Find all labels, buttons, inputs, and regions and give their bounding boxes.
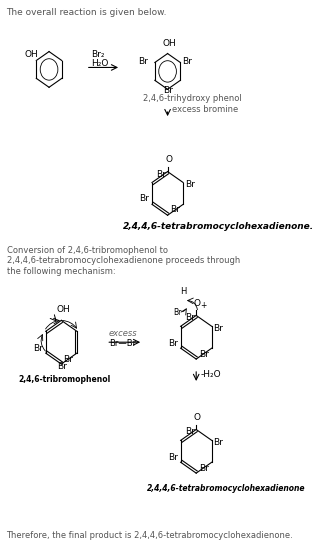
- Text: Br: Br: [139, 194, 149, 203]
- Text: O: O: [165, 155, 172, 164]
- Text: Br: Br: [199, 464, 209, 473]
- Text: Br: Br: [163, 86, 173, 95]
- Text: The overall reaction is given below.: The overall reaction is given below.: [6, 8, 167, 17]
- Text: 2,4,4,6-tetrabromocyclohexadienone.: 2,4,4,6-tetrabromocyclohexadienone.: [123, 222, 314, 231]
- Text: 2,4,6-trihydroxy phenol: 2,4,6-trihydroxy phenol: [143, 94, 242, 103]
- Text: excess: excess: [109, 329, 137, 338]
- Text: Br₂: Br₂: [91, 50, 105, 58]
- Text: -H₂O: -H₂O: [200, 370, 221, 379]
- Text: Br: Br: [182, 57, 192, 67]
- Text: Br: Br: [185, 313, 195, 322]
- Text: Br: Br: [57, 362, 67, 371]
- Text: Br: Br: [168, 339, 178, 348]
- Text: Br—Br: Br—Br: [109, 339, 136, 348]
- Text: Br: Br: [138, 57, 148, 67]
- Text: Br: Br: [173, 308, 182, 318]
- Text: H₂O: H₂O: [91, 60, 109, 69]
- Text: OH: OH: [56, 306, 70, 314]
- Text: Therefore, the final product is 2,4,4,6-tetrabromocyclohexadienone.: Therefore, the final product is 2,4,4,6-…: [6, 531, 293, 540]
- Text: Br: Br: [33, 344, 42, 353]
- Text: 2,4,4,6-tetrabromocyclohexadienone: 2,4,4,6-tetrabromocyclohexadienone: [147, 484, 306, 493]
- Text: OH: OH: [25, 50, 39, 58]
- Text: Br: Br: [213, 438, 223, 447]
- Text: Conversion of 2,4,6-tribromophenol to 2,4,4,6-tetrabromocyclohexadienone proceed: Conversion of 2,4,6-tribromophenol to 2,…: [6, 246, 240, 276]
- Text: 2,4,6-tribromophenol: 2,4,6-tribromophenol: [18, 375, 110, 384]
- Text: OH: OH: [163, 38, 177, 48]
- Text: excess bromine: excess bromine: [172, 105, 238, 114]
- Text: Br: Br: [170, 205, 180, 214]
- Text: Br: Br: [213, 324, 223, 333]
- Text: Br: Br: [168, 453, 178, 462]
- Text: Br: Br: [185, 181, 195, 189]
- Text: Br: Br: [199, 350, 209, 359]
- Text: Br: Br: [185, 427, 195, 437]
- Text: H: H: [180, 287, 186, 295]
- Text: Br: Br: [156, 169, 166, 179]
- Text: +: +: [200, 301, 207, 311]
- Text: Br: Br: [63, 355, 73, 364]
- Text: O: O: [194, 299, 201, 307]
- Text: O: O: [194, 413, 201, 421]
